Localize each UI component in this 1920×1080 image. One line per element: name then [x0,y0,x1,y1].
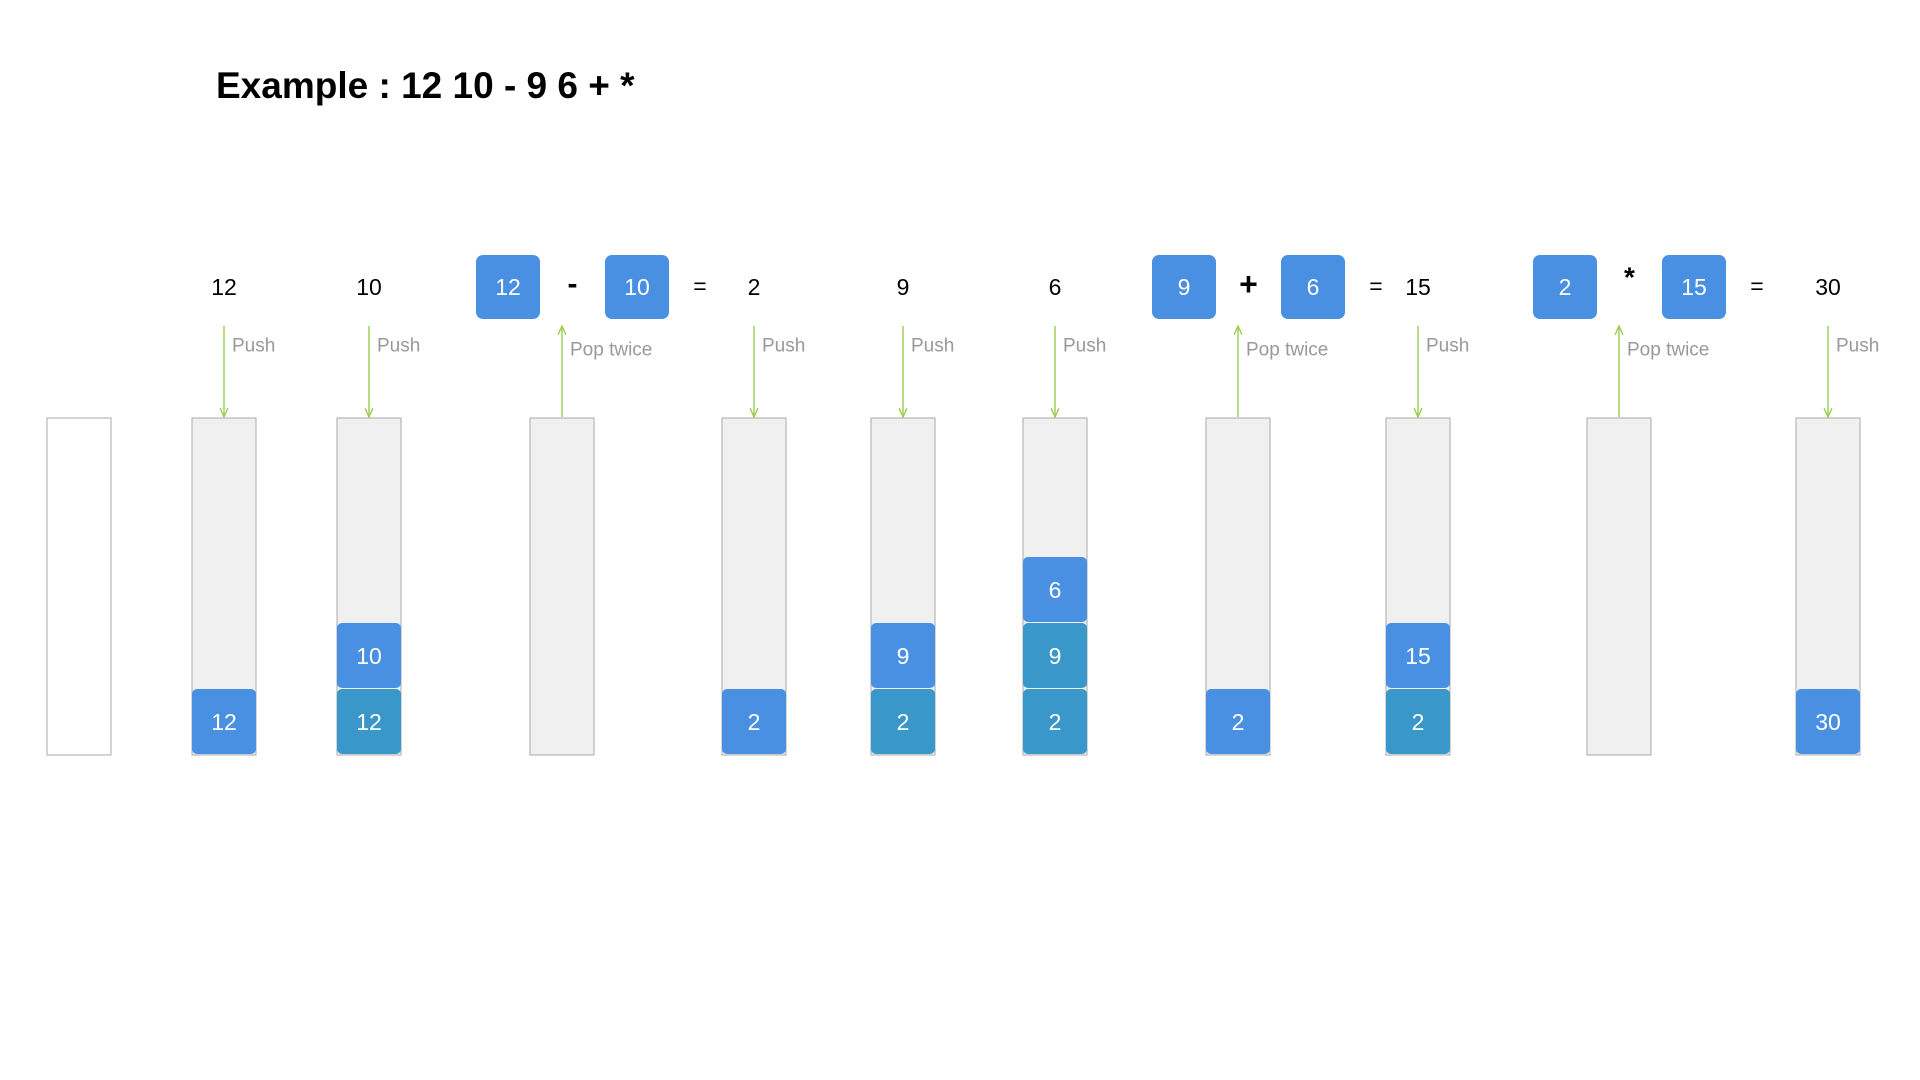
stack-item-value: 12 [211,709,237,735]
operand-value: 10 [624,274,650,300]
stack-item-value: 2 [748,709,761,735]
pushed-value: 12 [211,274,237,300]
operator: * [1624,262,1635,293]
stack-5: 29 [870,417,936,756]
stack-container [46,417,112,756]
operand-value: 2 [1559,274,1572,300]
stack-item-value: 9 [897,643,910,669]
stack-item [722,689,786,754]
stack-item [871,623,935,688]
push-label: Push [377,336,420,357]
push-label: Push [1063,336,1106,357]
stack-7: 2 [1205,417,1271,756]
stack-item [1386,623,1450,688]
stack-item-value: 30 [1815,709,1841,735]
operand-value: 15 [1681,274,1707,300]
stack-9 [1586,417,1652,756]
equals-sign: = [1369,273,1382,299]
operand-value: 9 [1178,274,1191,300]
push-label: Push [1836,336,1879,357]
operator: - [568,268,578,301]
stack-item-value: 12 [356,709,382,735]
stack-item-value: 2 [1232,709,1245,735]
step-push: Push 10 [356,274,420,417]
stack-6: 2 9 6 [1022,417,1088,756]
pop-label: Pop twice [1246,340,1328,361]
operand-box [1662,255,1726,319]
push-label: Push [1426,336,1469,357]
stack-item [1023,689,1087,754]
stack-item-value: 15 [1405,643,1431,669]
stack-item [1023,557,1087,622]
pushed-value: 30 [1815,274,1841,300]
step-pop: Pop twice 9 6 + = [1152,255,1383,417]
stack-item-value: 6 [1049,577,1062,603]
operand-box [476,255,540,319]
stack-item [337,623,401,688]
step-push: Push 9 [897,274,954,417]
step-push: Push 15 [1405,274,1469,417]
stack-2: 12 10 [336,417,402,756]
pushed-value: 15 [1405,274,1431,300]
stack-item-value: 2 [1412,709,1425,735]
stack-item-value: 2 [897,709,910,735]
stack-item-value: 10 [356,643,382,669]
pushed-value: 2 [748,274,761,300]
pop-label: Pop twice [570,340,652,361]
operand-box [605,255,669,319]
equals-sign: = [1750,273,1763,299]
stack-container [1586,417,1652,756]
stack-item [192,689,256,754]
stack-1: 12 [191,417,257,756]
pushed-value: 10 [356,274,382,300]
push-label: Push [232,336,275,357]
pop-label: Pop twice [1627,340,1709,361]
stack-4: 2 [721,417,787,756]
operand-box [1281,255,1345,319]
push-label: Push [911,336,954,357]
stack-item [1386,689,1450,754]
stack-3 [529,417,595,756]
stack-10: 30 [1795,417,1861,756]
equals-sign: = [693,273,706,299]
step-push: Push 6 [1049,274,1106,417]
page-title: Example : 12 10 - 9 6 + * [216,65,635,106]
stack-container [529,417,595,756]
stack-item [1206,689,1270,754]
stack-item [337,689,401,754]
step-push: Push 2 [748,274,805,417]
operand-value: 12 [495,274,521,300]
operator: + [1239,266,1258,302]
step-push: Push 12 [211,274,275,417]
stack-8: 2 15 [1385,417,1451,756]
pushed-value: 6 [1049,274,1062,300]
operand-box [1152,255,1216,319]
pushed-value: 9 [897,274,910,300]
operand-box [1533,255,1597,319]
step-pop: Pop twice 12 10 - = [476,255,707,417]
operand-value: 6 [1307,274,1320,300]
stack-item-value: 9 [1049,643,1062,669]
stack-item [871,689,935,754]
step-pop: Pop twice 2 15 * = [1533,255,1764,417]
stack-item-value: 2 [1049,709,1062,735]
stack-0 [46,417,112,756]
push-label: Push [762,336,805,357]
step-push: Push 30 [1815,274,1879,417]
stack-item [1023,623,1087,688]
stack-item [1796,689,1860,754]
